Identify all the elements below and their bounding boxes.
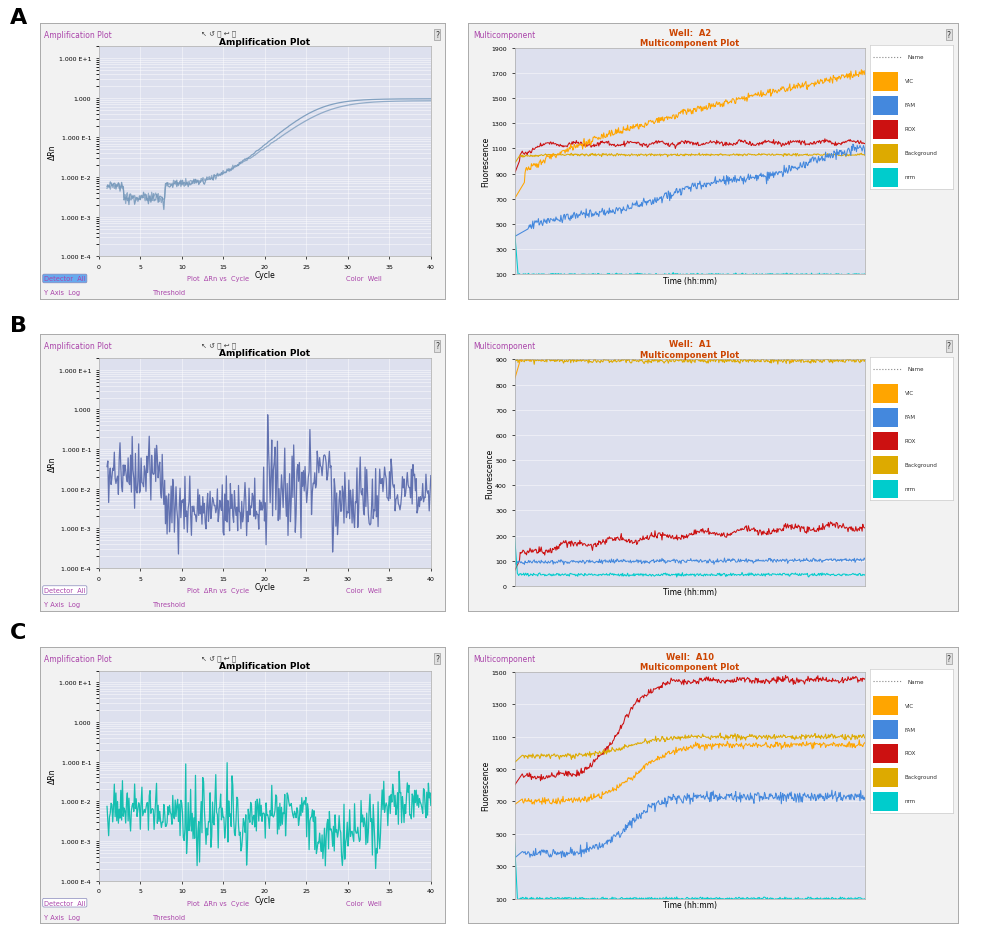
Text: Y Axis  Log: Y Axis Log [44, 290, 80, 296]
Text: FAM: FAM [905, 414, 916, 420]
Text: nrm: nrm [905, 486, 916, 491]
Text: Name: Name [907, 367, 924, 371]
X-axis label: Cycle: Cycle [254, 583, 275, 591]
Title: Amplification Plot: Amplification Plot [219, 661, 310, 670]
Text: ROX: ROX [905, 751, 916, 756]
Text: A: A [10, 8, 27, 28]
Text: Amplification Plot: Amplification Plot [44, 30, 112, 40]
Text: Y Axis  Log: Y Axis Log [44, 914, 80, 920]
Text: ROX: ROX [905, 439, 916, 444]
Text: FAM: FAM [905, 726, 916, 732]
Text: ?: ? [435, 654, 439, 664]
Text: ↖ ↺ 🔍 ↩ 🔍: ↖ ↺ 🔍 ↩ 🔍 [201, 30, 236, 37]
Title: Amplification Plot: Amplification Plot [219, 348, 310, 358]
Text: Color  Well: Color Well [346, 276, 382, 282]
Text: ↖ ↺ 🔍 ↩ 🔍: ↖ ↺ 🔍 ↩ 🔍 [201, 654, 236, 661]
Text: Color  Well: Color Well [346, 587, 382, 593]
Text: Y Axis  Log: Y Axis Log [44, 602, 80, 607]
X-axis label: Time (hh:mm): Time (hh:mm) [663, 276, 717, 286]
Text: ?: ? [947, 342, 951, 351]
X-axis label: Time (hh:mm): Time (hh:mm) [663, 900, 717, 909]
Text: VIC: VIC [905, 390, 914, 396]
Title: Well:  A1
Multicomponent Plot: Well: A1 Multicomponent Plot [640, 340, 739, 359]
Text: Color  Well: Color Well [346, 900, 382, 905]
Text: Background: Background [905, 151, 938, 156]
X-axis label: Cycle: Cycle [254, 895, 275, 903]
Text: Amplification Plot: Amplification Plot [44, 654, 112, 664]
Text: Amplification Plot: Amplification Plot [44, 342, 112, 351]
Y-axis label: ΔRn: ΔRn [48, 768, 57, 783]
Title: Well:  A10
Multicomponent Plot: Well: A10 Multicomponent Plot [640, 652, 739, 671]
Text: Detector  All: Detector All [44, 276, 86, 282]
Text: Threshold: Threshold [153, 914, 187, 920]
Text: ?: ? [947, 30, 951, 40]
Y-axis label: ΔRn: ΔRn [48, 145, 57, 160]
Text: B: B [10, 315, 27, 335]
Text: VIC: VIC [905, 79, 914, 85]
X-axis label: Time (hh:mm): Time (hh:mm) [663, 587, 717, 597]
Text: ↖ ↺ 🔍 ↩ 🔍: ↖ ↺ 🔍 ↩ 🔍 [201, 342, 236, 348]
X-axis label: Cycle: Cycle [254, 271, 275, 280]
Y-axis label: Fluorescence: Fluorescence [481, 137, 490, 187]
Text: Detector  All: Detector All [44, 587, 86, 593]
Text: Background: Background [905, 463, 938, 467]
Text: C: C [10, 622, 26, 642]
Text: Threshold: Threshold [153, 602, 187, 607]
Text: Background: Background [905, 775, 938, 780]
Text: nrm: nrm [905, 175, 916, 180]
Text: Threshold: Threshold [153, 290, 187, 296]
Text: nrm: nrm [905, 799, 916, 803]
Y-axis label: Fluorescence: Fluorescence [485, 448, 494, 498]
Title: Well:  A2
Multicomponent Plot: Well: A2 Multicomponent Plot [640, 29, 739, 48]
Text: Multicomponent: Multicomponent [473, 654, 535, 664]
Y-axis label: ΔRn: ΔRn [48, 456, 57, 471]
Text: Plot  ΔRn vs  Cycle: Plot ΔRn vs Cycle [187, 900, 249, 905]
Y-axis label: Fluorescence: Fluorescence [481, 761, 490, 810]
Text: Multicomponent: Multicomponent [473, 30, 535, 40]
Text: ?: ? [947, 654, 951, 664]
Text: Plot  ΔRn vs  Cycle: Plot ΔRn vs Cycle [187, 587, 249, 593]
Text: Multicomponent: Multicomponent [473, 342, 535, 351]
Text: ?: ? [435, 30, 439, 40]
Text: Name: Name [907, 679, 924, 684]
Text: Name: Name [907, 55, 924, 60]
Text: FAM: FAM [905, 103, 916, 109]
Text: Detector  All: Detector All [44, 900, 86, 905]
Text: ?: ? [435, 342, 439, 351]
Title: Amplification Plot: Amplification Plot [219, 37, 310, 47]
Text: VIC: VIC [905, 703, 914, 708]
Text: Plot  ΔRn vs  Cycle: Plot ΔRn vs Cycle [187, 276, 249, 282]
Text: ROX: ROX [905, 128, 916, 132]
